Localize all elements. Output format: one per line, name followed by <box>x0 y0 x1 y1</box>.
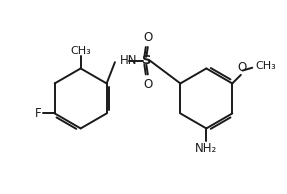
Text: O: O <box>237 61 246 74</box>
Text: CH₃: CH₃ <box>70 46 91 56</box>
Text: CH₃: CH₃ <box>255 61 276 71</box>
Text: O: O <box>144 31 153 44</box>
Text: F: F <box>35 107 42 120</box>
Text: S: S <box>141 54 151 67</box>
Text: HN: HN <box>120 54 137 67</box>
Text: O: O <box>144 78 153 91</box>
Text: NH₂: NH₂ <box>195 142 218 155</box>
